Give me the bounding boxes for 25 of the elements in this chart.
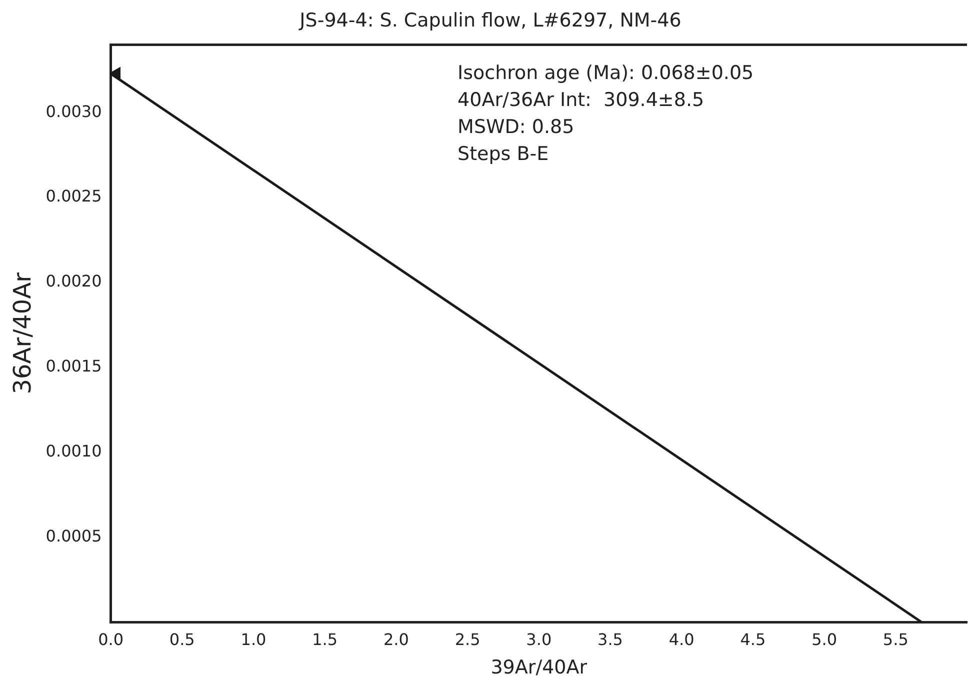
x-tick-label: 3.5 xyxy=(598,630,623,649)
y-tick-label: 0.0010 xyxy=(46,441,102,460)
y-tick-label: 0.0025 xyxy=(46,186,102,206)
x-tick-label: 5.0 xyxy=(812,630,838,649)
x-tick-label: 3.0 xyxy=(526,630,552,649)
x-tick-label: 4.0 xyxy=(668,630,694,649)
x-tick-label: 5.5 xyxy=(882,630,908,649)
x-tick-label: 1.5 xyxy=(312,630,338,649)
x-tick-label: 0.5 xyxy=(169,630,195,649)
chart-title: JS-94-4: S. Capulin flow, L#6297, NM-46 xyxy=(298,9,682,32)
annotation: MSWD: 0.85 xyxy=(458,116,574,138)
x-axis-title: 39Ar/40Ar xyxy=(490,656,588,679)
x-tick-label: 1.0 xyxy=(240,630,266,649)
y-tick-label: 0.0030 xyxy=(46,102,102,121)
annotation: Isochron age (Ma): 0.068±0.05 xyxy=(458,62,754,84)
annotation: 40Ar/36Ar Int: 309.4±8.5 xyxy=(458,89,704,112)
y-tick-label: 0.0015 xyxy=(46,356,102,376)
x-tick-label: 2.0 xyxy=(383,630,409,649)
x-tick-label: 0.0 xyxy=(98,630,124,649)
annotation: Steps B-E xyxy=(458,143,549,166)
y-tick-label: 0.0005 xyxy=(46,526,102,546)
x-tick-label: 4.5 xyxy=(740,630,766,649)
y-tick-label: 0.0020 xyxy=(46,272,102,291)
y-axis-title: 36Ar/40Ar xyxy=(8,272,37,394)
x-tick-label: 2.5 xyxy=(454,630,480,649)
